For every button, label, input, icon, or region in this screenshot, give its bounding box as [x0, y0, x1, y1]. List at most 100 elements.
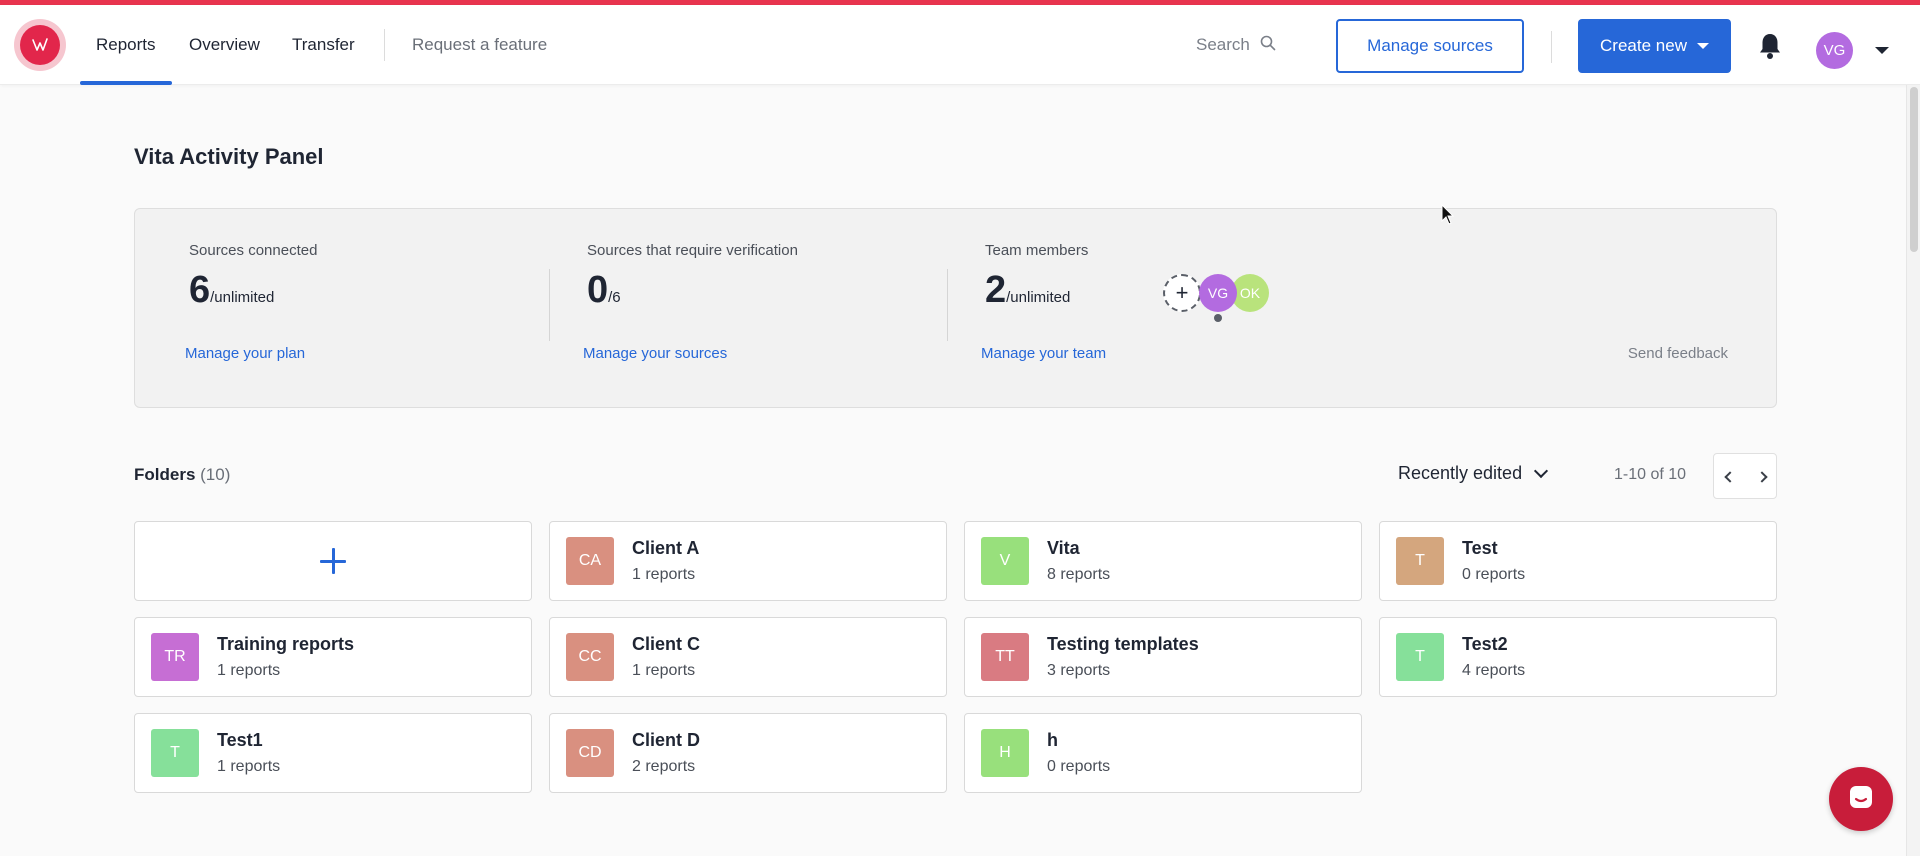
nav-transfer[interactable]: Transfer [292, 35, 355, 54]
stat-value: 2/unlimited [985, 269, 1070, 312]
stat-suffix: /unlimited [1006, 289, 1071, 306]
member-avatar[interactable]: OK [1231, 274, 1269, 312]
folder-card[interactable]: T Test2 4 reports [1379, 617, 1777, 697]
stat-label: Sources connected [189, 242, 318, 259]
chat-icon [1847, 783, 1875, 816]
folder-report-count: 1 reports [632, 662, 696, 679]
folder-name: Test [1462, 538, 1498, 558]
folder-card[interactable]: CD Client D 2 reports [549, 713, 947, 793]
folder-card[interactable]: CC Client C 1 reports [549, 617, 947, 697]
folders-title: Folders [134, 465, 196, 484]
nav-overview[interactable]: Overview [189, 35, 260, 54]
search-trigger[interactable]: Search [1196, 5, 1276, 85]
page-title: Vita Activity Panel [134, 144, 324, 169]
folder-card[interactable]: T Test 0 reports [1379, 521, 1777, 601]
pagination-range: 1-10 of 10 [1614, 466, 1687, 483]
folder-badge: CD [566, 729, 614, 777]
folder-report-count: 4 reports [1462, 662, 1526, 679]
stat-label: Team members [985, 242, 1089, 259]
folder-badge: H [981, 729, 1029, 777]
caret-down-icon [1696, 43, 1709, 49]
folder-name: Client D [632, 730, 701, 750]
stat-divider [947, 269, 948, 341]
folder-card[interactable]: T Test1 1 reports [134, 713, 532, 793]
plus-icon [320, 548, 346, 574]
status-dot [1214, 314, 1222, 322]
send-feedback-link[interactable]: Send feedback [1627, 345, 1728, 362]
member-avatar[interactable]: VG [1199, 274, 1237, 312]
folder-card[interactable]: TR Training reports 1 reports [134, 617, 532, 697]
page-scrollbar[interactable] [1906, 85, 1920, 856]
folder-name: Test2 [1462, 634, 1508, 654]
scrollbar-thumb[interactable] [1910, 87, 1918, 252]
sort-dropdown[interactable]: Recently edited [1398, 463, 1549, 484]
folder-badge: T [1396, 537, 1444, 585]
folder-badge: T [1396, 633, 1444, 681]
stat-number: 6 [189, 269, 211, 311]
folder-report-count: 1 reports [217, 662, 281, 679]
previous-page-button[interactable] [1714, 454, 1746, 500]
nav-divider [384, 29, 385, 61]
chat-launcher[interactable] [1829, 767, 1893, 831]
folder-report-count: 1 reports [217, 758, 281, 775]
stat-suffix: /unlimited [210, 289, 275, 306]
bell-icon[interactable] [1756, 31, 1784, 61]
folder-report-count: 1 reports [632, 566, 696, 583]
folders-count: (10) [200, 465, 231, 484]
chevron-right-icon [1756, 471, 1768, 483]
folder-card[interactable]: CA Client A 1 reports [549, 521, 947, 601]
folder-report-count: 3 reports [1047, 662, 1111, 679]
manage-plan-link[interactable]: Manage your plan [185, 345, 306, 362]
stat-label: Sources that require verification [587, 242, 798, 259]
nav-reports[interactable]: Reports [80, 5, 171, 85]
caret-down-icon[interactable] [1875, 47, 1889, 54]
folder-name: Testing templates [1047, 634, 1199, 654]
folder-report-count: 0 reports [1047, 758, 1111, 775]
create-new-button[interactable]: Create new [1578, 19, 1731, 73]
manage-sources-button[interactable]: Manage sources [1336, 19, 1524, 73]
folder-name: Client A [632, 538, 700, 558]
mouse-cursor [1441, 203, 1455, 231]
stat-suffix: /6 [608, 289, 621, 306]
pagination-controls [1713, 453, 1777, 499]
add-folder-button[interactable] [134, 521, 532, 601]
request-feature-link[interactable]: Request a feature [412, 35, 548, 54]
brand-logo[interactable] [14, 19, 66, 71]
stat-value: 6/unlimited [189, 269, 274, 312]
chevron-left-icon [1724, 471, 1736, 483]
team-avatars: + VG OK [1163, 272, 1283, 322]
folder-card[interactable]: TT Testing templates 3 reports [964, 617, 1362, 697]
user-avatar[interactable]: VG [1816, 32, 1853, 69]
stat-number: 0 [587, 269, 609, 311]
create-new-label: Create new [1600, 36, 1687, 55]
stat-value: 0/6 [587, 269, 621, 312]
chevron-down-icon [1534, 463, 1549, 479]
folder-badge: TR [151, 633, 199, 681]
folder-report-count: 0 reports [1462, 566, 1526, 583]
folder-badge: TT [981, 633, 1029, 681]
search-icon [1260, 35, 1276, 56]
folders-heading: Folders (10) [134, 465, 230, 485]
folder-card[interactable]: V Vita 8 reports [964, 521, 1362, 601]
folder-badge: CC [566, 633, 614, 681]
folder-report-count: 2 reports [632, 758, 696, 775]
next-page-button[interactable] [1746, 454, 1778, 500]
folder-badge: V [981, 537, 1029, 585]
activity-panel: Sources connected 6/unlimited Manage you… [134, 208, 1777, 408]
manage-sources-link[interactable]: Manage your sources [583, 345, 728, 362]
folder-name: h [1047, 730, 1058, 750]
search-label: Search [1196, 35, 1250, 54]
folder-name: Client C [632, 634, 701, 654]
folder-badge: CA [566, 537, 614, 585]
top-navbar: Reports Overview Transfer Request a feat… [0, 5, 1920, 85]
sort-label: Recently edited [1398, 463, 1523, 483]
folder-name: Training reports [217, 634, 355, 654]
manage-team-link[interactable]: Manage your team [981, 345, 1107, 362]
folder-report-count: 8 reports [1047, 566, 1111, 583]
folder-badge: T [151, 729, 199, 777]
add-member-button[interactable]: + [1163, 274, 1201, 312]
top-accent-bar [0, 0, 1920, 5]
folder-name: Test1 [217, 730, 263, 750]
stat-divider [549, 269, 550, 341]
